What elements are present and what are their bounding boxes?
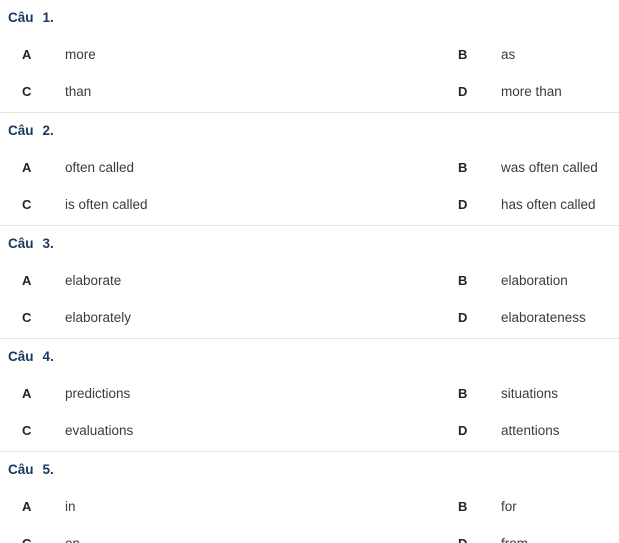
option-letter: C <box>22 84 32 99</box>
option-row-a[interactable]: A more <box>0 47 450 62</box>
question-label: Câu <box>8 123 34 138</box>
question-label: Câu <box>8 10 34 25</box>
option-text: in <box>65 499 76 514</box>
question-label: Câu <box>8 462 34 477</box>
question-title: Câu 1. <box>0 10 619 25</box>
question-block-5: Câu 5. A in B for C on D from <box>0 452 619 543</box>
option-text: more than <box>501 84 562 99</box>
option-row-b[interactable]: B was often called <box>450 160 619 175</box>
question-number: 3. <box>42 236 54 251</box>
option-text: was often called <box>501 160 598 175</box>
option-text: attentions <box>501 423 560 438</box>
option-text: elaborateness <box>501 310 586 325</box>
option-letter: A <box>22 47 32 62</box>
option-letter: C <box>22 197 32 212</box>
option-row-d[interactable]: D from <box>450 536 619 543</box>
option-row-c[interactable]: C evaluations <box>0 423 450 438</box>
option-text: elaboration <box>501 273 568 288</box>
question-label: Câu <box>8 236 34 251</box>
option-text: elaborately <box>65 310 132 325</box>
question-block-4: Câu 4. A predictions B situations C evalu… <box>0 339 619 452</box>
option-row-a[interactable]: A elaborate <box>0 273 450 288</box>
option-row-a[interactable]: A often called <box>0 160 450 175</box>
options-grid: A elaborate B elaboration C elaborately … <box>0 251 619 325</box>
option-row-c[interactable]: C is often called <box>0 197 450 212</box>
option-letter: A <box>22 273 32 288</box>
option-letter: C <box>22 310 32 325</box>
option-letter: A <box>22 386 32 401</box>
option-text: from <box>501 536 528 543</box>
question-block-3: Câu 3. A elaborate B elaboration C elabor… <box>0 226 619 339</box>
question-title: Câu 2. <box>0 123 619 138</box>
option-letter: D <box>458 536 501 543</box>
option-letter: D <box>458 423 468 438</box>
option-text: predictions <box>65 386 131 401</box>
question-number: 1. <box>42 10 54 25</box>
option-letter: B <box>458 160 468 175</box>
option-row-b[interactable]: B elaboration <box>450 273 619 288</box>
option-text: situations <box>501 386 559 401</box>
option-row-d[interactable]: D attentions <box>450 423 619 438</box>
question-block-1: Câu 1. A more B as C than D more than <box>0 0 619 113</box>
option-row-d[interactable]: D has often called <box>450 197 619 212</box>
option-row-c[interactable]: C on <box>0 536 450 543</box>
option-text: as <box>501 47 516 62</box>
option-text: more <box>65 47 96 62</box>
option-text: has often called <box>501 197 596 212</box>
option-letter: C <box>22 536 65 543</box>
options-grid: A more B as C than D more than <box>0 25 619 99</box>
option-letter: D <box>458 84 468 99</box>
question-number: 2. <box>42 123 54 138</box>
question-number: 4. <box>42 349 54 364</box>
option-letter: B <box>458 47 468 62</box>
option-text: than <box>65 84 92 99</box>
option-text: for <box>501 499 517 514</box>
question-title: Câu 4. <box>0 349 619 364</box>
option-text: is often called <box>65 197 148 212</box>
options-grid: A in B for C on D from <box>0 477 619 543</box>
option-letter: C <box>22 423 32 438</box>
option-row-c[interactable]: C than <box>0 84 450 99</box>
option-text: evaluations <box>65 423 134 438</box>
options-grid: A often called B was often called C is o… <box>0 138 619 212</box>
option-letter: A <box>22 160 32 175</box>
option-row-d[interactable]: D more than <box>450 84 619 99</box>
option-row-a[interactable]: A in <box>0 499 450 514</box>
option-row-c[interactable]: C elaborately <box>0 310 450 325</box>
option-text: on <box>65 536 80 543</box>
option-row-a[interactable]: A predictions <box>0 386 450 401</box>
option-row-b[interactable]: B situations <box>450 386 619 401</box>
option-letter: D <box>458 197 468 212</box>
option-letter: A <box>22 499 32 514</box>
option-letter: D <box>458 310 468 325</box>
question-block-2: Câu 2. A often called B was often called … <box>0 113 619 226</box>
options-grid: A predictions B situations C evaluations… <box>0 364 619 438</box>
question-label: Câu <box>8 349 34 364</box>
question-number: 5. <box>42 462 54 477</box>
option-text: often called <box>65 160 135 175</box>
option-text: elaborate <box>65 273 122 288</box>
option-letter: B <box>458 386 468 401</box>
option-row-d[interactable]: D elaborateness <box>450 310 619 325</box>
question-title: Câu 3. <box>0 236 619 251</box>
option-row-b[interactable]: B for <box>450 499 619 514</box>
question-title: Câu 5. <box>0 462 619 477</box>
option-letter: B <box>458 273 468 288</box>
option-row-b[interactable]: B as <box>450 47 619 62</box>
option-letter: B <box>458 499 468 514</box>
